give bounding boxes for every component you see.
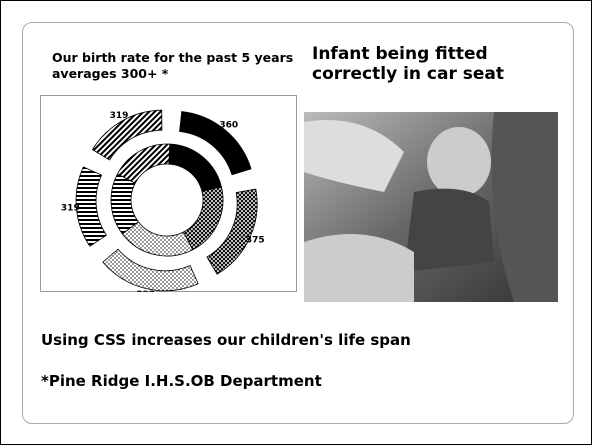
data-label: 375 [246,236,265,246]
data-label: 393 [136,290,155,292]
photo [304,112,558,302]
body-text: Using CSS increases our children's life … [41,331,411,349]
photo-caption: Infant being fitted correctly in car sea… [312,44,572,84]
chart: 360 375 393 319 319 [40,95,297,292]
data-label: 319 [61,203,80,213]
footnote: *Pine Ridge I.H.S.OB Department [41,372,322,390]
data-label: 360 [219,121,238,131]
chart-title: Our birth rate for the past 5 years aver… [52,50,302,82]
page: {"slide": {"chart_title": "Our birth rat… [0,0,592,445]
data-label: 319 [110,111,129,121]
